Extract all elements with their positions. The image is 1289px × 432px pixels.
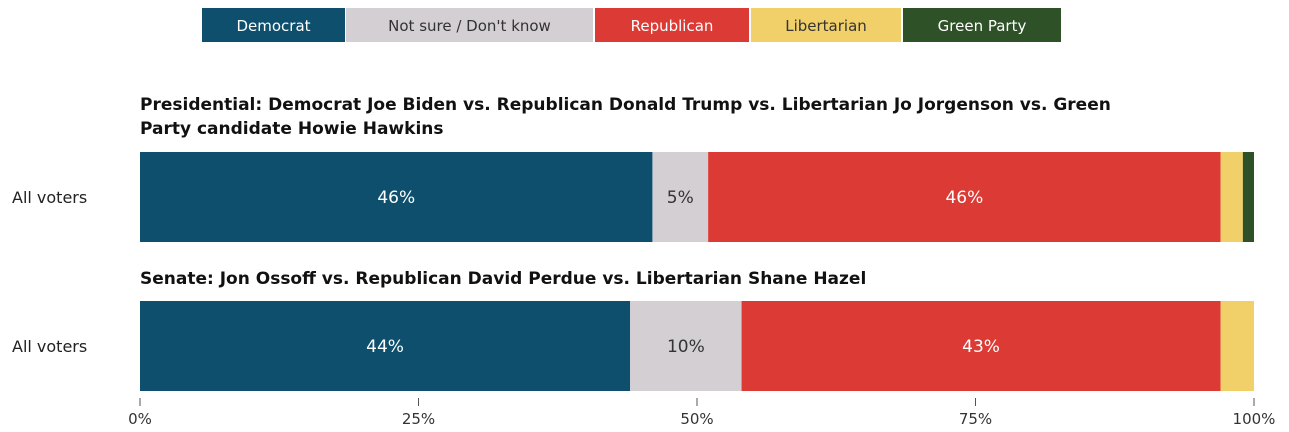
- bar-value-label-not-sure-don-t-know: 5%: [667, 188, 694, 208]
- x-axis: 0% 25% 50% 75% 100%: [128, 398, 1275, 428]
- legend-swatch-libertarian: [751, 8, 901, 42]
- x-tick-label: 75%: [959, 410, 992, 428]
- bar-segment-not-sure-don-t-know: [630, 301, 742, 391]
- legend: Democrat Not sure / Don't know Republican L…: [202, 8, 1061, 42]
- panel-2: Senate: Jon Ossoff vs. Republican David …: [12, 269, 1254, 391]
- row-label: All voters: [12, 337, 87, 356]
- bar-segment-democrat: [140, 152, 653, 242]
- legend-label-democrat: Democrat: [236, 17, 310, 35]
- bar-value-label-republican: 46%: [945, 188, 983, 208]
- legend-swatch-green-party: [903, 8, 1061, 42]
- panel-1: Presidential: Democrat Joe Biden vs. Rep…: [12, 95, 1254, 242]
- x-tick-label: 25%: [402, 410, 435, 428]
- chart-panels: Presidential: Democrat Joe Biden vs. Rep…: [12, 95, 1254, 391]
- bar-segment-republican: [741, 301, 1221, 391]
- bar-value-label-republican: 43%: [962, 337, 1000, 357]
- legend-swatch-republican: [595, 8, 749, 42]
- legend-label-not-sure-don-t-know: Not sure / Don't know: [388, 17, 551, 35]
- bar-segment-democrat: [140, 301, 631, 391]
- bar-value-label-not-sure-don-t-know: 10%: [667, 337, 705, 357]
- panel-title-line: Senate: Jon Ossoff vs. Republican David …: [140, 269, 866, 289]
- bar-segment-green-party: [1242, 152, 1254, 242]
- x-tick-label: 100%: [1233, 410, 1276, 428]
- panel-title-line: Presidential: Democrat Joe Biden vs. Rep…: [140, 95, 1111, 115]
- x-tick-label: 0%: [128, 410, 152, 428]
- bar-value-label-democrat: 46%: [377, 188, 415, 208]
- bar-segment-libertarian: [1220, 301, 1254, 391]
- bar-segment-republican: [708, 152, 1221, 242]
- x-tick-label: 50%: [680, 410, 713, 428]
- row-label: All voters: [12, 188, 87, 207]
- bar-value-label-democrat: 44%: [366, 337, 404, 357]
- legend-label-republican: Republican: [631, 17, 714, 35]
- legend-swatch-not-sure-don-t-know: [346, 8, 593, 42]
- bar-segment-libertarian: [1220, 152, 1243, 242]
- legend-swatch-democrat: [202, 8, 345, 42]
- legend-label-libertarian: Libertarian: [785, 17, 867, 35]
- panel-title-line: Party candidate Howie Hawkins: [140, 119, 444, 139]
- bar-segment-not-sure-don-t-know: [652, 152, 709, 242]
- legend-label-green-party: Green Party: [938, 17, 1027, 35]
